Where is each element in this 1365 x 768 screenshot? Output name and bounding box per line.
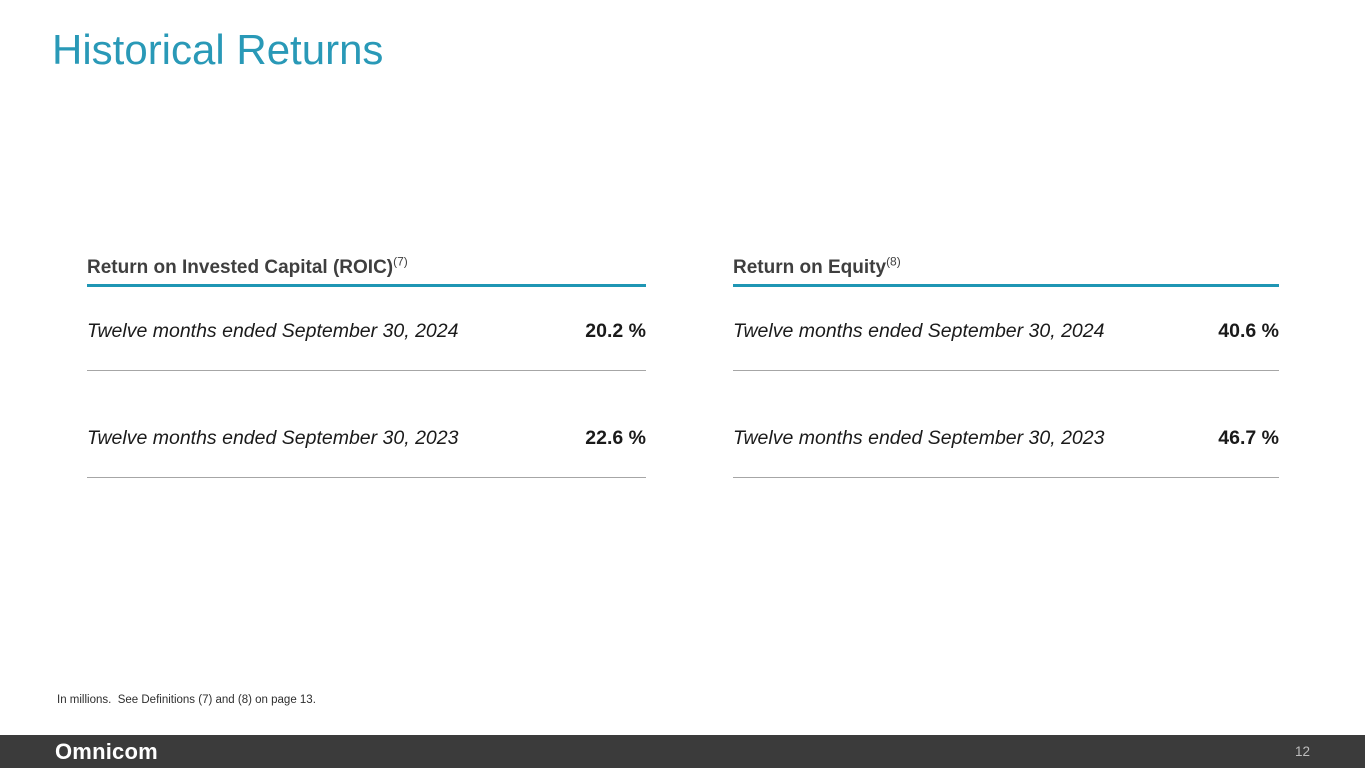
- roe-footnote-ref: (8): [886, 254, 901, 269]
- table-row: Twelve months ended September 30, 2023 4…: [733, 427, 1279, 478]
- page-title: Historical Returns: [52, 26, 384, 73]
- table-row: Twelve months ended September 30, 2024 4…: [733, 320, 1279, 371]
- roe-row-2024-label: Twelve months ended September 30, 2024: [733, 320, 1105, 342]
- omnicom-logo: Omnicom: [55, 738, 158, 764]
- roic-table-header: Return on Invested Capital (ROIC)(7): [87, 256, 646, 287]
- roe-table-title: Return on Equity: [733, 257, 887, 278]
- roe-row-2023-value: 46.7 %: [1218, 427, 1279, 449]
- roic-table-title: Return on Invested Capital (ROIC): [87, 257, 394, 278]
- roic-footnote-ref: (7): [393, 254, 408, 269]
- roic-row-2024-label: Twelve months ended September 30, 2024: [87, 320, 459, 342]
- roe-table: Return on Equity(8) Twelve months ended …: [733, 256, 1279, 478]
- roic-table: Return on Invested Capital (ROIC)(7) Twe…: [87, 256, 646, 478]
- table-row: Twelve months ended September 30, 2024 2…: [87, 320, 646, 371]
- footnote: In millions. See Definitions (7) and (8)…: [57, 694, 316, 706]
- roic-row-2023-label: Twelve months ended September 30, 2023: [87, 427, 459, 449]
- footer-bar: Omnicom 12: [0, 735, 1365, 768]
- page-number: 12: [1294, 744, 1310, 759]
- roe-row-2023-label: Twelve months ended September 30, 2023: [733, 427, 1105, 449]
- table-row: Twelve months ended September 30, 2023 2…: [87, 427, 646, 478]
- roic-row-2024-value: 20.2 %: [585, 320, 646, 342]
- roe-row-2024-value: 40.6 %: [1218, 320, 1279, 342]
- roe-table-header: Return on Equity(8): [733, 256, 1279, 287]
- roic-row-2023-value: 22.6 %: [585, 427, 646, 449]
